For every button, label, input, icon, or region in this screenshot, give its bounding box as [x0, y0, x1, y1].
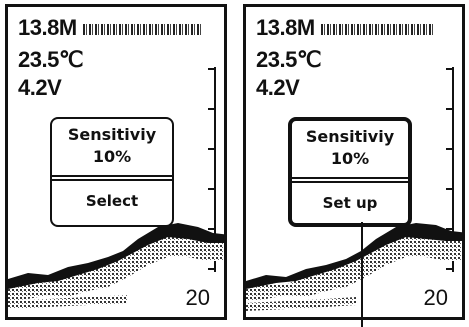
sensitivity-value: 10% [330, 149, 370, 168]
voltage-readout: 4.2V [18, 75, 62, 100]
sensitivity-value: 10% [92, 147, 132, 166]
range-readout: 20 [423, 285, 448, 310]
menu-title: Sensitiviy [305, 127, 395, 146]
select-button[interactable]: Select [85, 192, 139, 210]
sonar-echo-display [246, 217, 462, 317]
depth-readout: 13.8M [18, 15, 77, 40]
setup-button[interactable]: Set up [322, 194, 378, 212]
depth-row: 13.8M [18, 13, 201, 43]
menu-divider [292, 177, 408, 183]
signal-strength-bar [320, 23, 433, 35]
menu-divider [52, 175, 172, 181]
temperature-readout: 23.5℃ [18, 47, 84, 72]
callout-pointer-line [361, 222, 363, 327]
signal-strength-bar [82, 23, 201, 35]
sonar-echo-display [8, 217, 224, 317]
menu-title: Sensitiviy [67, 125, 157, 144]
sensitivity-menu[interactable]: Sensitiviy 10% Set up [288, 117, 412, 227]
sonar-screen-right: 13.8M 23.5℃ 4.2V Sensitiviy 10% Set up [243, 4, 465, 320]
sensitivity-menu[interactable]: Sensitiviy 10% Select [50, 117, 174, 227]
depth-row: 13.8M [256, 13, 433, 43]
range-readout: 20 [185, 285, 210, 310]
depth-readout: 13.8M [256, 15, 315, 40]
voltage-readout: 4.2V [256, 75, 300, 100]
temperature-readout: 23.5℃ [256, 47, 322, 72]
sonar-screen-left: 13.8M 23.5℃ 4.2V Sensitiviy 10% Select [5, 4, 227, 320]
